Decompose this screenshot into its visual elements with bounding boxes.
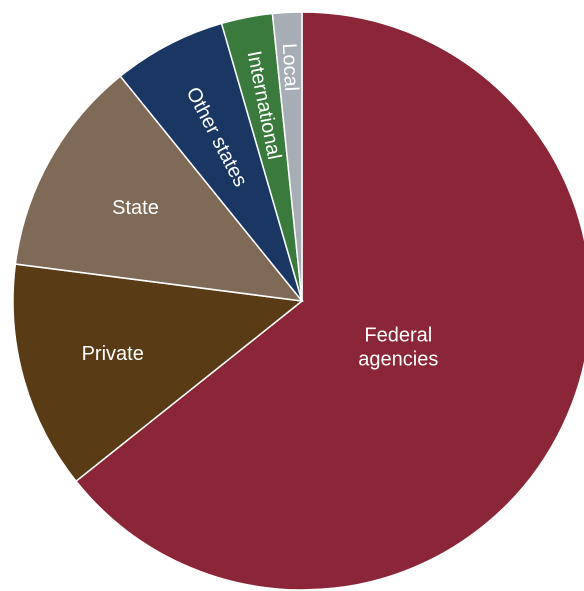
slice-label-federal-agencies: Federal agencies (358, 324, 438, 370)
pie-slice-local (271, 11, 303, 302)
pie-slice-state (14, 75, 304, 302)
slice-label-local: Local (278, 43, 302, 92)
slice-label-state: State (112, 197, 159, 219)
pie-slice-other-states (119, 22, 303, 302)
pie-slice-federal-agencies (74, 11, 584, 591)
pie-slice-private (12, 263, 304, 483)
pie-slices (12, 11, 584, 591)
slice-label-private: Private (82, 343, 144, 365)
